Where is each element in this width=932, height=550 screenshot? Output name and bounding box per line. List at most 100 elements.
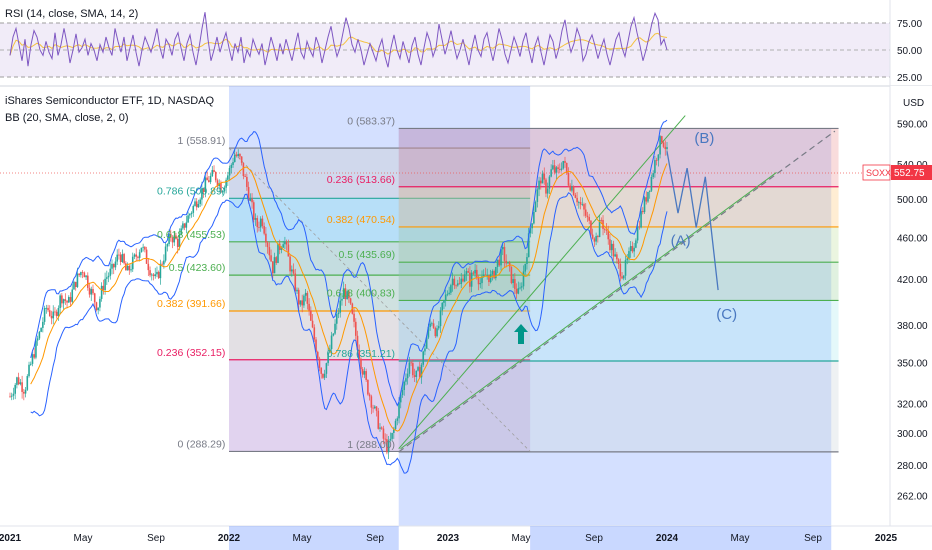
candle-body xyxy=(14,384,16,394)
candle-body xyxy=(211,170,214,177)
candle-body xyxy=(446,293,449,295)
candlesticks xyxy=(9,135,668,459)
candle-body xyxy=(472,272,475,274)
time-axis[interactable]: 2021 May Sep 2022 May Sep 2023 May Sep 2024 May Sep… xyxy=(0,525,932,550)
price-axis[interactable]: 590.00540.00500.00460.00420.00380.00350.… xyxy=(862,0,932,526)
candle-body xyxy=(526,257,528,264)
candle-body xyxy=(308,303,310,311)
candle-body xyxy=(374,406,376,409)
candle-body xyxy=(335,314,338,324)
wave-label-b: (B) xyxy=(694,130,714,147)
candle-body xyxy=(482,274,485,277)
candle-body xyxy=(99,298,101,308)
candle-body xyxy=(33,354,36,358)
candle-body xyxy=(548,176,551,189)
candle-body xyxy=(299,300,302,305)
candle-body xyxy=(95,302,98,311)
date-range-highlight-right xyxy=(398,128,832,526)
candle-body xyxy=(52,311,55,319)
candle-body xyxy=(458,283,461,285)
candle-body xyxy=(600,219,603,221)
candle-body xyxy=(484,274,487,276)
time-tick-label: Sep xyxy=(366,533,384,544)
candle-body xyxy=(356,335,359,351)
candle-body xyxy=(237,153,240,156)
candle-body xyxy=(194,201,196,206)
candle-body xyxy=(543,173,546,180)
candle-body xyxy=(81,272,84,273)
candle-body xyxy=(512,279,514,284)
trendlines[interactable] xyxy=(228,115,836,453)
candle-body xyxy=(67,297,70,303)
candle-body xyxy=(173,235,176,243)
candle-body xyxy=(514,279,516,289)
candle-body xyxy=(265,233,267,243)
candle-body xyxy=(382,428,385,439)
candle-body xyxy=(247,187,250,201)
time-tick-label: Sep xyxy=(804,533,822,544)
candle-body xyxy=(496,259,499,267)
candle-body xyxy=(662,142,665,147)
candle-body xyxy=(498,259,501,266)
candle-body xyxy=(341,298,343,301)
elliott-projection-path[interactable] xyxy=(666,151,719,291)
candle-body xyxy=(486,274,488,276)
candle-body xyxy=(621,276,623,279)
price-tick-label: 350.00 xyxy=(897,359,928,370)
candle-body xyxy=(9,396,11,398)
candle-body xyxy=(500,249,502,266)
candle-body xyxy=(246,176,248,188)
channel-lower-line xyxy=(400,172,777,450)
candle-body xyxy=(135,254,138,257)
candle-body xyxy=(266,242,269,248)
time-tick-label: 2025 xyxy=(875,533,898,544)
candle-body xyxy=(481,276,483,284)
candle-body xyxy=(256,218,259,228)
candle-body xyxy=(116,254,118,262)
candle-body xyxy=(185,222,188,228)
fib-right-label: 0.382 (470.54) xyxy=(327,214,395,226)
candle-body xyxy=(223,187,226,192)
candle-body xyxy=(154,274,157,277)
time-tick-label: 2023 xyxy=(437,533,460,544)
candle-body xyxy=(119,254,122,262)
candle-body xyxy=(584,209,587,216)
candle-body xyxy=(431,323,433,325)
candle-body xyxy=(277,243,279,263)
candle-body xyxy=(192,205,195,213)
candle-body xyxy=(437,326,440,329)
candle-body xyxy=(465,271,468,275)
candle-body xyxy=(150,274,153,276)
candle-body xyxy=(21,382,23,392)
candle-body xyxy=(123,254,125,264)
candle-body xyxy=(666,147,668,150)
candle-body xyxy=(578,202,580,203)
fib-left-label: 0.382 (391.66) xyxy=(157,298,225,310)
candle-body xyxy=(251,198,253,203)
candle-body xyxy=(417,367,419,371)
candle-body xyxy=(209,176,212,183)
candle-body xyxy=(228,168,231,176)
candle-body xyxy=(450,285,452,293)
fib-left-zone xyxy=(229,311,531,360)
candle-body xyxy=(638,226,641,228)
candle-body xyxy=(650,177,653,191)
candle-body xyxy=(313,327,316,340)
candle-body xyxy=(505,260,508,264)
fib-left-labels: 1 (558.91) 0.786 (500.89) 0.618 (455.53) 0.… xyxy=(157,135,225,450)
candle-body xyxy=(603,228,606,230)
candle-body xyxy=(199,199,201,204)
fib-right-label: 0 (583.37) xyxy=(347,115,395,127)
currency-label[interactable]: USD xyxy=(903,98,924,109)
candle-body xyxy=(576,197,578,203)
time-tick-label: 2024 xyxy=(656,533,679,544)
up-arrow-icon xyxy=(514,324,528,344)
candle-body xyxy=(503,246,506,261)
fib-right-zone xyxy=(398,128,839,187)
candle-body xyxy=(517,288,520,294)
candle-body xyxy=(261,218,264,226)
candle-body xyxy=(591,234,594,239)
candle-body xyxy=(455,285,457,287)
candle-body xyxy=(71,289,74,302)
